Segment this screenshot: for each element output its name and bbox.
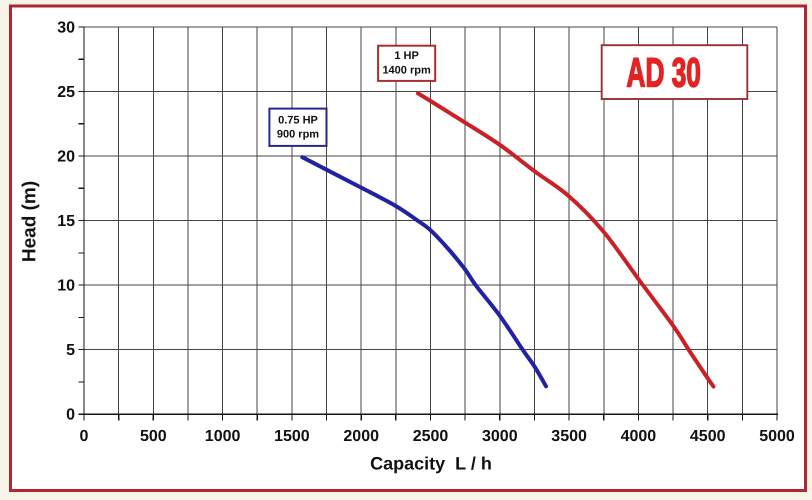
svg-text:900 rpm: 900 rpm bbox=[277, 129, 319, 141]
svg-text:0: 0 bbox=[80, 428, 89, 445]
svg-text:3000: 3000 bbox=[482, 428, 518, 445]
svg-text:5: 5 bbox=[66, 342, 75, 359]
svg-text:4000: 4000 bbox=[621, 428, 657, 445]
svg-text:30: 30 bbox=[57, 20, 75, 37]
svg-text:AD 30: AD 30 bbox=[627, 49, 701, 95]
svg-text:2500: 2500 bbox=[413, 428, 449, 445]
svg-text:1 HP: 1 HP bbox=[394, 50, 418, 62]
svg-text:15: 15 bbox=[57, 213, 75, 230]
svg-text:Head (m): Head (m) bbox=[19, 181, 40, 262]
svg-text:1500: 1500 bbox=[274, 428, 310, 445]
svg-text:20: 20 bbox=[57, 149, 75, 166]
svg-text:5000: 5000 bbox=[759, 428, 795, 445]
svg-text:Capacity L / h: Capacity L / h bbox=[370, 454, 492, 474]
svg-text:10: 10 bbox=[57, 278, 75, 295]
svg-text:2000: 2000 bbox=[343, 428, 379, 445]
svg-text:1400 rpm: 1400 rpm bbox=[382, 65, 431, 77]
svg-text:0.75 HP: 0.75 HP bbox=[278, 115, 318, 127]
svg-text:4500: 4500 bbox=[690, 428, 726, 445]
svg-text:3500: 3500 bbox=[551, 428, 587, 445]
svg-text:500: 500 bbox=[140, 428, 167, 445]
svg-text:25: 25 bbox=[57, 84, 75, 101]
svg-text:1000: 1000 bbox=[205, 428, 241, 445]
svg-text:0: 0 bbox=[66, 407, 75, 424]
